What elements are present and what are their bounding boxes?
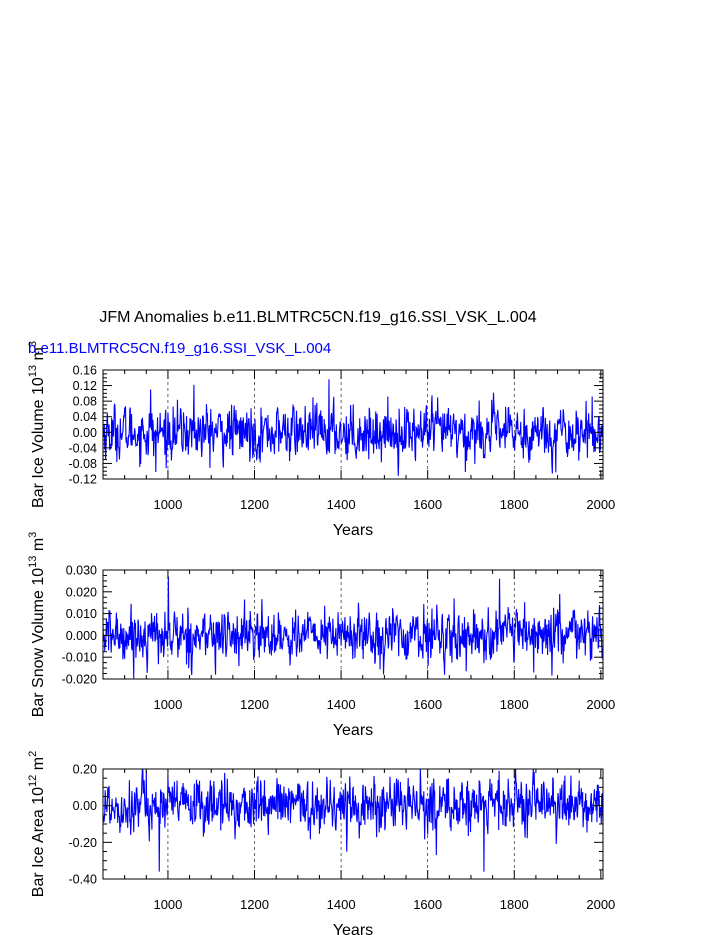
figure-title: JFM Anomalies b.e11.BLMTRC5CN.f19_g16.SS… xyxy=(99,309,536,326)
x-tick-label: 2000 xyxy=(586,697,615,712)
y-axis-label-unit-exponent: 2 xyxy=(27,751,39,757)
x-tick-label: 1400 xyxy=(327,897,356,912)
y-tick-label: 0.020 xyxy=(66,585,97,599)
x-tick-label: 1200 xyxy=(240,497,269,512)
y-axis-label-unit: m xyxy=(30,347,47,365)
x-tick-label: 1200 xyxy=(240,697,269,712)
y-tick-label: -0.04 xyxy=(69,441,98,455)
x-tick-label: 1200 xyxy=(240,897,269,912)
y-axis-label: Bar Ice Volume 1013 m3 xyxy=(27,341,47,508)
y-axis-label: Bar Snow Volume 1013 m3 xyxy=(27,532,47,718)
y-tick-label: 0.000 xyxy=(66,629,97,643)
y-tick-label: 0.20 xyxy=(73,763,97,777)
x-tick-label: 1000 xyxy=(153,697,182,712)
panel-ice-volume: 1000 1200 1400 1600 1800 2000 0.160.12 0.080.04… xyxy=(27,341,615,539)
plot-frame xyxy=(102,569,604,680)
y-axis-label-exponent: 13 xyxy=(27,556,39,568)
y-tick-label: 0.00 xyxy=(73,799,97,813)
x-tick-label: 1400 xyxy=(327,497,356,512)
series-line xyxy=(102,576,604,679)
y-tick-label: -0.40 xyxy=(69,873,98,887)
y-tick-label: -0.010 xyxy=(62,651,97,665)
y-tick-label: -0.20 xyxy=(69,836,98,850)
y-tick-label: -0.020 xyxy=(62,673,97,687)
y-tick-label: -0.08 xyxy=(69,457,98,471)
y-axis-label-unit: m xyxy=(30,538,47,556)
y-tick-label: 0.030 xyxy=(66,564,97,578)
y-axis-label-unit: m xyxy=(30,757,47,775)
x-tick-label: 2000 xyxy=(586,897,615,912)
y-axis-label-exponent: 13 xyxy=(27,365,39,377)
x-tick-label: 1000 xyxy=(153,497,182,512)
y-tick-label: 0.010 xyxy=(66,607,97,621)
y-axis-label-main: Bar Ice Area 10 xyxy=(30,787,47,897)
y-tick-label: 0.04 xyxy=(73,410,97,424)
x-tick-label: 1600 xyxy=(413,497,442,512)
y-axis-label-main: Bar Ice Volume 10 xyxy=(30,377,47,508)
x-tick-label: 2000 xyxy=(586,497,615,512)
y-tick-label: 0.12 xyxy=(73,379,97,393)
run-label: b.e11.BLMTRC5CN.f19_g16.SSI_VSK_L.004 xyxy=(28,340,331,357)
x-tick-label: 1000 xyxy=(153,897,182,912)
x-tick-label: 1600 xyxy=(413,697,442,712)
x-axis-label: Years xyxy=(333,922,373,935)
series-line xyxy=(102,379,604,476)
x-axis-label: Years xyxy=(333,722,373,739)
y-tick-label: 0.16 xyxy=(73,364,97,378)
y-tick-label: 0.00 xyxy=(73,426,97,440)
y-axis-label-unit-exponent: 3 xyxy=(27,341,39,347)
x-tick-label: 1400 xyxy=(327,697,356,712)
x-axis-label: Years xyxy=(333,522,373,539)
y-tick-label: -0.12 xyxy=(69,473,98,487)
x-tick-label: 1600 xyxy=(413,897,442,912)
panel-ice-area: 1000 1200 1400 1600 1800 2000 0.20 0.00 -0.20 -0.… xyxy=(27,751,615,935)
series-line xyxy=(102,768,604,872)
y-tick-label: 0.08 xyxy=(73,395,97,409)
y-axis-label-main: Bar Snow Volume 10 xyxy=(30,568,47,718)
y-axis-label: Bar Ice Area 1012 m2 xyxy=(27,751,47,897)
x-tick-label: 1800 xyxy=(500,497,529,512)
x-tick-label: 1800 xyxy=(500,697,529,712)
x-tick-label: 1800 xyxy=(500,897,529,912)
panel-snow-volume: 1000 1200 1400 1600 1800 2000 0.030 0.020 0.010 0… xyxy=(27,532,615,739)
y-axis-label-exponent: 12 xyxy=(27,775,39,787)
y-axis-label-unit-exponent: 3 xyxy=(27,532,39,538)
